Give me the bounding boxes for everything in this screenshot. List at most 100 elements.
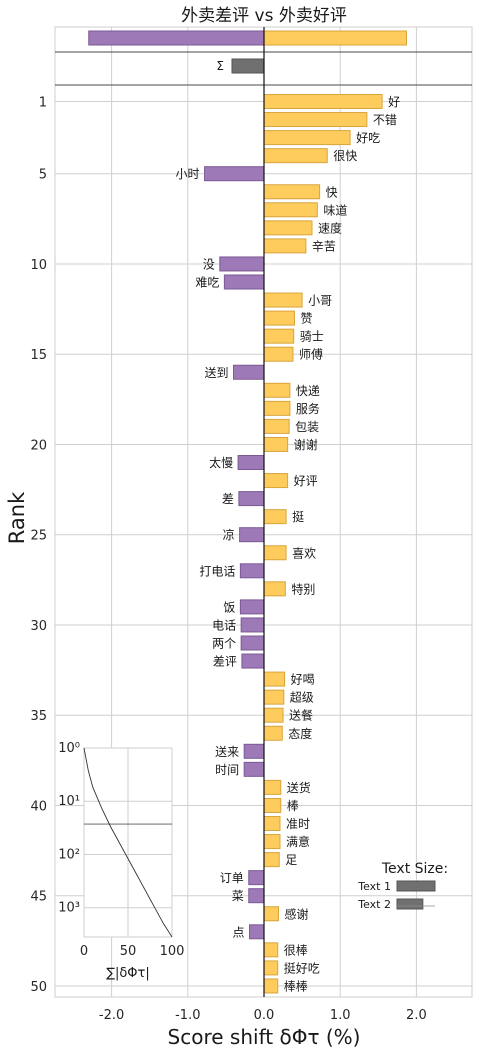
sum-bar-label: Σ (216, 59, 224, 73)
y-tick-label: 25 (30, 529, 47, 544)
word-label: 送货 (287, 780, 311, 795)
word-label: 差 (222, 492, 234, 506)
word-label: 两个 (212, 637, 236, 651)
word-label: 挺好吃 (284, 960, 320, 975)
word-label: 味道 (323, 203, 347, 217)
word-bar (243, 761, 265, 777)
word-label: 快递 (296, 384, 320, 398)
word-label: 态度 (288, 726, 312, 741)
word-label: 打电话 (199, 564, 235, 578)
word-label: 棒棒 (284, 979, 308, 993)
word-label: 包装 (295, 420, 319, 434)
inset-y-tick-label: 10³ (58, 901, 80, 916)
word-bar (237, 455, 265, 470)
word-bar (263, 942, 279, 958)
word-bar (263, 292, 303, 308)
word-bar (248, 888, 265, 904)
word-bar (263, 436, 289, 452)
word-bar (263, 581, 286, 597)
inset-x-tick-label: 100 (160, 944, 185, 959)
total-negative-bar (88, 30, 265, 46)
word-bar (263, 779, 282, 795)
sum-bar (231, 58, 265, 74)
word-bar (263, 671, 286, 687)
word-bar (249, 924, 265, 940)
word-bar (263, 418, 290, 434)
y-tick-label: 30 (30, 619, 47, 634)
word-bar (263, 184, 321, 200)
word-bar (241, 653, 265, 669)
word-label: 凉 (223, 527, 235, 542)
x-tick-label: -1.0 (175, 1008, 200, 1023)
word-label: 好 (388, 95, 400, 109)
word-bar (263, 112, 368, 128)
word-label: 点 (233, 925, 245, 939)
x-tick-label: 2.0 (406, 1008, 427, 1023)
y-tick-label: 40 (30, 799, 47, 814)
word-bar (263, 328, 295, 344)
word-bar (223, 274, 265, 290)
word-label: 超级 (290, 690, 314, 705)
y-tick-label: 15 (30, 348, 47, 363)
word-bar (240, 635, 265, 651)
word-bar (263, 238, 307, 254)
word-label: 送来 (215, 744, 239, 759)
y-tick-label: 45 (30, 890, 47, 905)
word-label: 感谢 (284, 906, 308, 921)
word-label: 送餐 (289, 708, 313, 723)
word-bar (263, 473, 289, 489)
word-bar (248, 870, 265, 886)
word-bar (204, 166, 265, 182)
word-bar (263, 130, 351, 146)
cumulative-inset: 10⁰ 10¹ 10² 10³ 0 50 100 ∑|δΦτ| (58, 741, 184, 981)
inset-y-tick-label: 10² (58, 847, 80, 862)
top-total-panel (88, 30, 407, 46)
word-labels: 好不错好吃很快小时快味道速度辛苦没难吃小哥赞骑士师傅送到快递服务包装谢谢太慢好评… (176, 95, 401, 993)
y-tick-label: 35 (30, 709, 47, 724)
inset-x-tick-label: 0 (80, 944, 88, 959)
word-bar (233, 364, 265, 380)
word-bar (263, 400, 291, 416)
x-axis-title: Score shift δΦτ (%) (168, 1025, 361, 1049)
word-bar (239, 599, 265, 615)
word-label: 订单 (220, 871, 244, 885)
word-label: 师傅 (299, 348, 323, 362)
word-bar (239, 527, 265, 543)
word-bar (263, 148, 328, 164)
word-label: 送到 (205, 365, 229, 380)
legend-entry-bar (396, 880, 436, 892)
word-label: 小时 (176, 167, 200, 181)
sum-panel: Σ (216, 58, 265, 74)
word-bar (263, 346, 294, 362)
legend-entry-bar (396, 898, 424, 910)
y-tick-label: 5 (39, 168, 47, 183)
word-bar (243, 743, 265, 759)
word-label: 快 (326, 185, 338, 199)
inset-x-axis-title: ∑|δΦτ| (106, 966, 150, 981)
word-bar (263, 816, 281, 831)
word-label: 好喝 (291, 673, 315, 687)
word-bar (263, 689, 285, 705)
word-bar (263, 978, 279, 994)
word-bar (263, 94, 383, 109)
legend-entry-label: Text 1 (357, 880, 391, 893)
inset-y-tick-label: 10⁰ (58, 741, 80, 756)
word-label: 很快 (333, 149, 357, 163)
word-label: 棒 (287, 799, 299, 813)
word-label: 难吃 (195, 276, 219, 290)
text-size-legend: Text Size: Text 1 Text 2 (357, 861, 448, 911)
x-tick-label: 1.0 (330, 1008, 351, 1023)
y-tick-label: 20 (30, 438, 47, 453)
word-label: 准时 (286, 817, 310, 831)
word-label: 喜欢 (292, 545, 316, 560)
word-label: 谢谢 (294, 437, 318, 452)
word-label: 挺 (292, 509, 304, 524)
word-bar (263, 220, 313, 236)
word-bar (263, 310, 295, 326)
word-label: 满意 (286, 834, 310, 849)
word-label: 服务 (296, 401, 320, 416)
word-bar (240, 617, 265, 633)
word-label: 差评 (213, 655, 237, 669)
